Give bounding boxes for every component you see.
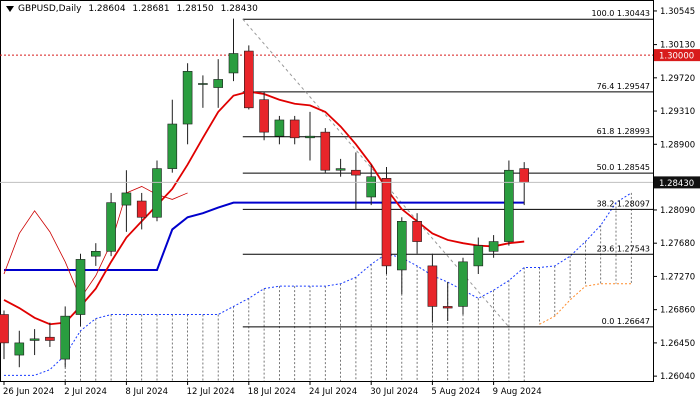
candle-body-bull (473, 245, 484, 267)
candle-body-bull (488, 241, 499, 252)
candle-body-bull (29, 338, 40, 341)
plot-frame (0, 0, 654, 382)
candle-body-bull (396, 221, 407, 271)
candle-body-bull (167, 123, 178, 169)
candle-body-bear (289, 119, 300, 139)
candle-body-bull (182, 71, 193, 125)
time-tick-label: 5 Aug 2024 (431, 387, 480, 397)
fib-level-label: 100.0 1.30443 (591, 9, 650, 18)
time-tick-label: 8 Jul 2024 (125, 387, 168, 397)
cloud-upper-line (539, 283, 632, 325)
candle-body-bull (198, 83, 208, 85)
candle-body-bear (136, 200, 147, 218)
price-tick-label: 1.26860 (660, 306, 695, 316)
fib-level-label: 0.0 1.26647 (602, 317, 650, 326)
candle-body-bull (274, 119, 285, 137)
price-tick-label: 1.30545 (660, 7, 695, 17)
candle-body-bull (228, 53, 239, 74)
candle-body-bear (0, 314, 9, 344)
current-price-tag-label: 1.28430 (659, 179, 694, 189)
candle-body-bull (458, 261, 468, 307)
candle-body-bull (366, 176, 377, 198)
candle-body-bear (320, 131, 331, 171)
candle-body-bull (305, 135, 315, 139)
time-tick-label: 9 Aug 2024 (493, 387, 542, 397)
ohlc-open: 1.28604 (88, 4, 126, 14)
candle-body-bull (504, 169, 514, 242)
price-tick-label: 1.27270 (660, 272, 695, 282)
ohlc-low: 1.28150 (176, 4, 214, 14)
price-tick-label: 1.30130 (660, 41, 695, 51)
candle-body-bull (14, 342, 25, 356)
candle-body-bear (427, 265, 438, 307)
price-tick-label: 1.29720 (660, 74, 695, 84)
candle-body-bear (259, 99, 269, 133)
time-tick-label: 2 Jul 2024 (64, 387, 107, 397)
price-tick-label: 1.28090 (660, 206, 695, 216)
price-tick-label: 1.27680 (660, 239, 695, 249)
ohlc-header: GBPUSD,Daily 1.28604 1.28681 1.28150 1.2… (6, 4, 262, 14)
time-tick-label: 30 Jul 2024 (370, 387, 418, 397)
candle-body-bull (60, 315, 71, 360)
candle-body-bear (244, 50, 254, 109)
candle-body-bear (519, 168, 530, 183)
candle-body-bull (121, 192, 132, 206)
time-tick-label: 26 Jun 2024 (3, 387, 54, 397)
candle-body-bull (335, 168, 346, 171)
fib-level-label: 76.4 1.29547 (597, 82, 650, 91)
blue-baseline-line (4, 201, 525, 271)
time-tick-label: 18 Jul 2024 (248, 387, 296, 397)
candle-body-bear (412, 221, 422, 242)
candle-body-bear (351, 169, 361, 176)
price-tick-label: 1.26040 (660, 372, 695, 382)
price-tick-label: 1.29310 (660, 107, 695, 117)
candle-body-bull (213, 79, 223, 88)
fib-level-label: 23.6 1.27543 (597, 244, 650, 253)
level-1-30-tag-label: 1.30000 (659, 52, 694, 62)
ohlc-high: 1.28681 (132, 4, 170, 14)
candle-body-bear (45, 336, 55, 341)
level-1-30-tag (654, 49, 700, 62)
fib-level-label: 38.2 1.28097 (597, 199, 650, 208)
candle-body-bull (152, 168, 162, 218)
current-price-tag (654, 176, 700, 189)
price-tick-label: 1.26450 (660, 339, 695, 349)
candle-body-bear (381, 178, 392, 267)
candle-body-bear (442, 306, 453, 309)
ohlc-close: 1.28430 (220, 4, 258, 14)
cloud-lower-line (4, 192, 632, 376)
fib-level-label: 61.8 1.28993 (597, 127, 650, 136)
dropdown-triangle-icon (6, 5, 14, 12)
candle-body-bull (91, 250, 101, 257)
candle-body-bull (75, 259, 86, 315)
time-tick-label: 24 Jul 2024 (309, 387, 357, 397)
fib-trend-line (242, 18, 510, 328)
candle-body-bull (106, 202, 116, 252)
price-tick-label: 1.28900 (660, 140, 695, 150)
symbol-timeframe: GBPUSD,Daily (18, 4, 82, 14)
fib-level-label: 50.0 1.28545 (597, 163, 650, 172)
time-tick-label: 12 Jul 2024 (187, 387, 235, 397)
